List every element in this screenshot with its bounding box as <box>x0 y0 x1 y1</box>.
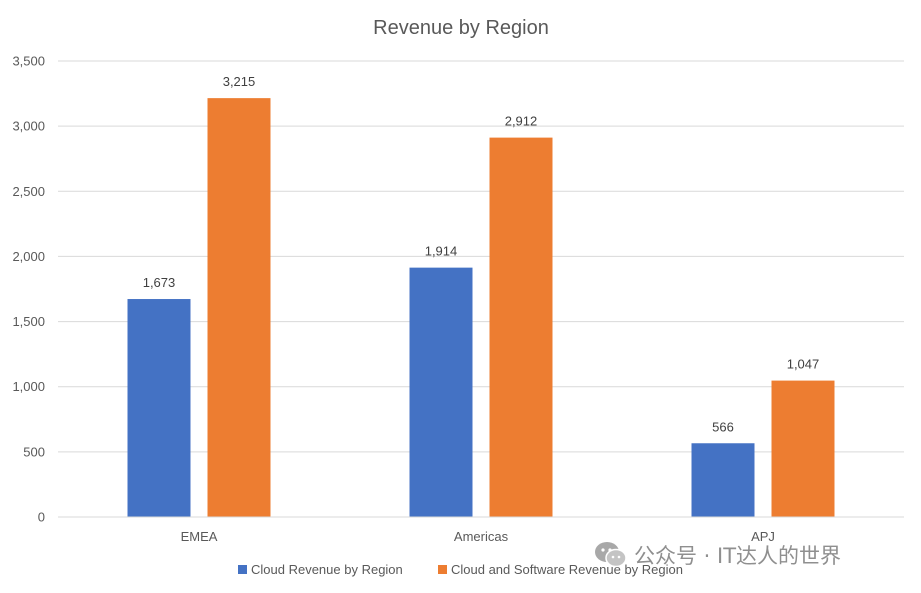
y-tick-label: 2,500 <box>12 184 45 199</box>
data-label: 566 <box>712 419 734 434</box>
legend: Cloud Revenue by Region Cloud and Softwar… <box>238 562 683 577</box>
data-label: 1,047 <box>787 357 820 372</box>
x-tick-label: Americas <box>454 529 509 544</box>
y-tick-label: 0 <box>38 510 45 525</box>
bar-apj-series-2 <box>771 380 835 517</box>
legend-swatch <box>238 565 247 574</box>
watermark: 公众号 · IT达人的世界 <box>594 540 841 570</box>
legend-swatch <box>438 565 447 574</box>
data-label: 2,912 <box>505 114 538 129</box>
x-axis-ticks: EMEA Americas APJ <box>181 529 775 544</box>
data-label: 1,673 <box>143 275 176 290</box>
data-label: 3,215 <box>223 74 256 89</box>
y-tick-label: 2,000 <box>12 249 45 264</box>
gridlines <box>58 60 904 453</box>
wechat-icon <box>595 542 627 568</box>
y-tick-label: 3,000 <box>12 119 45 134</box>
watermark-text: 公众号 · IT达人的世界 <box>634 544 842 568</box>
y-axis-ticks: 0 500 1,000 1,500 2,000 2,500 3,000 3,500 <box>12 54 45 525</box>
legend-label: Cloud and Software Revenue by Region <box>451 562 683 577</box>
bar-emea-series-1 <box>127 299 191 517</box>
y-tick-label: 3,500 <box>12 54 45 69</box>
chart-title: Revenue by Region <box>373 17 549 39</box>
bars <box>127 98 835 517</box>
bar-emea-series-2 <box>207 98 271 517</box>
y-tick-label: 1,000 <box>12 379 45 394</box>
data-label: 1,914 <box>425 244 458 259</box>
y-tick-label: 500 <box>23 444 45 459</box>
x-tick-label: EMEA <box>181 529 218 544</box>
legend-label: Cloud Revenue by Region <box>251 562 403 577</box>
bar-americas-series-1 <box>409 267 473 517</box>
bar-americas-series-2 <box>489 137 553 517</box>
data-labels: 1,673 3,215 1,914 2,912 566 1,047 <box>143 74 820 434</box>
bar-apj-series-1 <box>691 443 755 517</box>
y-tick-label: 1,500 <box>12 314 45 329</box>
x-tick-label: APJ <box>751 529 775 544</box>
